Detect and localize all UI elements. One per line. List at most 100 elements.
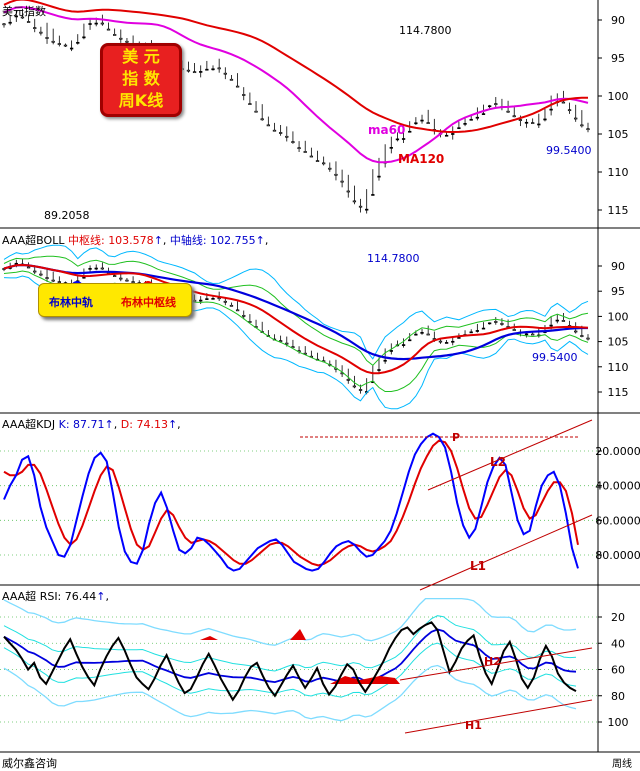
kdj-d-line [3, 439, 579, 567]
rsi-axis-tick-label: 40 [611, 637, 625, 650]
rsi-overbought-fill [200, 636, 218, 640]
rsi-avg-line [3, 628, 577, 684]
price-annotation: 114.7800 [399, 24, 452, 37]
boll-axis-tick-label: 110 [608, 361, 629, 374]
rsi-prefix: AAA超 [2, 590, 37, 603]
boll-candle [235, 309, 240, 312]
rsi-overbought-fill [330, 676, 400, 684]
boll-candle [352, 385, 357, 388]
price-candle [223, 72, 227, 75]
boll-candle [14, 262, 18, 265]
kdj-k-value: 87.71 [73, 418, 105, 431]
rsi-lower-inner [3, 615, 577, 672]
price-candle [285, 135, 289, 138]
boll-candle [444, 342, 449, 344]
price-candle [537, 123, 541, 126]
price-candle [186, 69, 191, 72]
boll-candle [303, 352, 307, 355]
title-badge: 美 元 指 数 周K线 [100, 43, 182, 117]
price-candle [395, 138, 400, 141]
price-candle [20, 16, 25, 19]
price-candle [414, 122, 418, 125]
price-candle [248, 103, 252, 105]
boll-candle [414, 333, 418, 336]
boll-candle [586, 337, 590, 340]
price-candle [334, 173, 338, 176]
boll-candle [88, 267, 92, 270]
rsi-axis-tick-label: 60 [611, 664, 625, 677]
price-candle [580, 124, 584, 127]
price-axis-tick-label: 110 [608, 166, 629, 179]
ma60-label: ma60 [368, 123, 405, 137]
boll-candle [358, 389, 363, 391]
boll-candle [451, 340, 455, 343]
boll-axis-label: 中轴线: [169, 234, 207, 247]
price-candle [487, 105, 492, 108]
rsi-h1-label: H1 [465, 719, 482, 732]
kdj-d-label: D: [120, 418, 133, 431]
kdj-d-value: 74.13 [136, 418, 168, 431]
boll-panel-title: AAA超BOLL 中枢线: 103.578↑, 中轴线: 102.755↑, [2, 234, 269, 247]
boll-axis-tick-label: 90 [611, 260, 625, 273]
boll-axis-tick-label: 115 [608, 386, 629, 399]
price-candle [358, 205, 363, 208]
footer-brand: 威尔鑫咨询 [2, 757, 57, 770]
boll-candle [574, 330, 578, 333]
boll-axis-tick-label: 95 [611, 285, 625, 298]
boll-candle [580, 335, 584, 337]
price-candle [574, 117, 578, 120]
price-candle [512, 115, 516, 118]
price-candle [217, 67, 221, 70]
rsi-label: RSI: [39, 590, 62, 603]
boll-candle [383, 359, 387, 362]
price-candle [63, 44, 68, 47]
boll-axis-line [3, 263, 588, 361]
rsi-axis-tick-label: 100 [608, 716, 629, 729]
boll-candle [26, 266, 31, 269]
footer-unit: 周线 [612, 759, 632, 770]
boll-candle [377, 369, 381, 371]
boll-candle [94, 267, 98, 270]
boll-candle [555, 319, 559, 322]
boll-candle [82, 276, 86, 279]
boll-candle [401, 344, 406, 346]
kdj-axis-tick-label: 60.0000 [595, 514, 640, 527]
price-candle [365, 208, 369, 211]
price-candle [567, 109, 572, 112]
kdj-l1-line [419, 514, 593, 591]
price-candle [260, 118, 264, 121]
boll-candle [346, 379, 350, 381]
price-candle [94, 22, 98, 25]
price-candle [266, 124, 270, 127]
rsi-line [3, 621, 577, 702]
rsi-upper-inner [3, 642, 577, 698]
boll-candle [39, 273, 43, 276]
badge-line-1: 美 元 [122, 47, 160, 66]
boll-candle [51, 279, 55, 282]
boll-candle [33, 270, 37, 273]
boll-candle [561, 320, 566, 322]
price-candle [199, 71, 203, 73]
boll-axis-value: 102.755 [210, 234, 256, 247]
price-candle [346, 190, 350, 193]
boll-candle [457, 337, 461, 339]
rsi-axis-tick-label: 80 [611, 690, 625, 703]
rsi-h1-line [404, 699, 593, 734]
price-axis-tick-label: 100 [608, 90, 629, 103]
price-candle [235, 85, 240, 88]
price-candle [463, 123, 467, 125]
boll-candle [494, 321, 498, 323]
boll-candle [205, 298, 209, 300]
price-candle [444, 134, 449, 137]
rsi-overbought-fill [290, 629, 306, 640]
kdj-k-label: K: [58, 418, 70, 431]
ma60-line [3, 6, 589, 164]
price-annotation: 89.2058 [44, 209, 90, 222]
boll-high-label: 114.7800 [367, 252, 420, 265]
boll-mid-label: 中枢线: [67, 234, 105, 247]
rsi-value: 76.44 [64, 590, 97, 603]
price-candle [69, 47, 74, 50]
price-candle [119, 37, 123, 40]
boll-candle [420, 332, 424, 334]
